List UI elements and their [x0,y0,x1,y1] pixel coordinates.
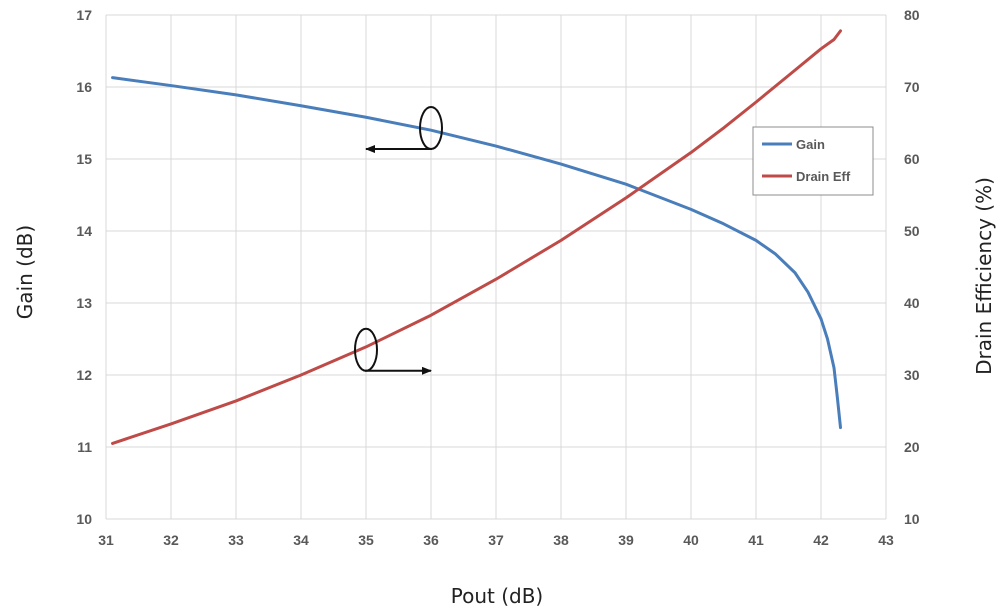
x-tick-label: 32 [163,532,179,548]
y-left-tick-label: 13 [76,295,92,311]
series-line-gain [111,76,842,430]
x-tick-label: 39 [618,532,634,548]
legend-label: Gain [796,137,825,152]
legend-label: Drain Eff [796,169,851,184]
x-tick-label: 38 [553,532,569,548]
y-right-tick-label: 80 [904,7,920,23]
y-left-tick-label: 10 [76,511,92,527]
y-right-tick-label: 20 [904,439,920,455]
x-tick-label: 42 [813,532,829,548]
legend-box [752,126,874,196]
annotations [354,106,443,375]
x-tick-label: 41 [748,532,764,548]
y-left-tick-label: 15 [76,151,92,167]
x-tick-label: 33 [228,532,244,548]
y-axis-right-title: Drain Efficiency (%) [972,177,996,375]
x-tick-label: 31 [98,532,114,548]
y-axis-left-title: Gain (dB) [13,225,37,319]
gridlines [105,14,887,520]
series-line-drain-eff [111,29,842,445]
x-tick-label: 43 [878,532,894,548]
y-left-tick-label: 12 [76,367,92,383]
x-tick-label: 40 [683,532,699,548]
y-left-tick-label: 16 [76,79,92,95]
y-right-tick-label: 30 [904,367,920,383]
legend: Gain Drain Eff [752,126,874,196]
y-left-tick-label: 14 [76,223,92,239]
x-axis-title: Pout (dB) [451,584,543,608]
y-left-tick-label: 11 [77,439,92,455]
x-tick-label: 34 [293,532,309,548]
y-right-tick-label: 40 [904,295,920,311]
x-tick-label: 35 [358,532,374,548]
series-layer [111,29,842,445]
x-tick-label: 36 [423,532,439,548]
y-right-tick-label: 50 [904,223,920,239]
y-right-tick-label: 10 [904,511,920,527]
x-tick-label: 37 [488,532,504,548]
y-right-tick-label: 70 [904,79,920,95]
y-left-tick-label: 17 [76,7,92,23]
y-right-tick-label: 60 [904,151,920,167]
axes: 31 32 33 34 35 36 37 38 39 40 41 42 43 10 11 12 13 14 15 16… [76,7,919,548]
